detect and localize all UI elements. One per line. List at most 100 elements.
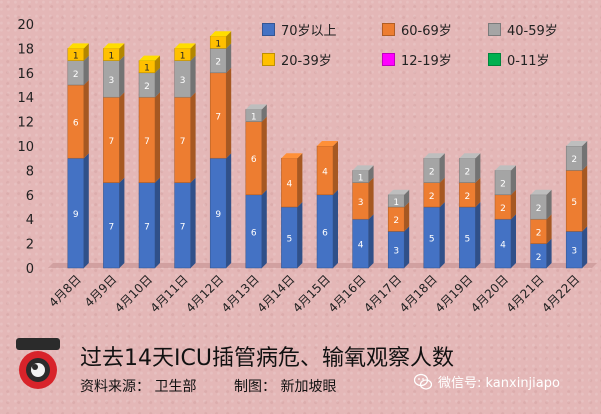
y-tick-label: 20 — [17, 18, 34, 33]
chart-credit-text: 制图： 新加坡眼 — [234, 379, 337, 395]
bar-segment-side — [119, 177, 125, 268]
x-tick-label: 4月13日 — [219, 272, 262, 315]
bar-segment-side — [119, 43, 125, 61]
data-label: 1 — [73, 52, 79, 62]
bar-top — [530, 189, 552, 195]
data-label: 1 — [215, 39, 221, 49]
bar-segment-side — [511, 165, 516, 195]
bar-segment-side — [297, 153, 303, 207]
data-label: 9 — [73, 210, 79, 220]
bar-segment-side — [226, 153, 232, 268]
data-label: 2 — [144, 82, 150, 92]
bar-segment-side — [119, 92, 125, 183]
data-label: 4 — [287, 180, 293, 190]
legend-item: 20-39岁 — [262, 50, 332, 69]
bar-top — [317, 141, 338, 146]
bar-segment-side — [475, 177, 481, 207]
legend-swatch — [262, 53, 275, 66]
x-tick-label: 4月8日 — [46, 272, 84, 310]
data-label: 3 — [180, 76, 186, 86]
bar-segment-side — [83, 43, 89, 61]
y-tick-label: 0 — [26, 262, 34, 277]
legend-swatch — [382, 53, 395, 66]
data-label: 2 — [500, 204, 506, 214]
data-label: 9 — [215, 210, 221, 220]
data-label: 3 — [358, 198, 364, 208]
data-label: 2 — [429, 167, 435, 177]
data-label: 5 — [287, 235, 293, 245]
data-label: 4 — [500, 241, 506, 251]
bar-top — [210, 31, 232, 37]
bar-segment-side — [83, 55, 89, 85]
legend-item: 60-69岁 — [382, 20, 452, 39]
data-label: 1 — [109, 52, 115, 62]
data-label: 7 — [144, 137, 150, 147]
bar-segment-side — [226, 31, 232, 49]
data-label: 6 — [322, 228, 328, 238]
bar-segment-side — [368, 165, 374, 183]
bar-segment-side — [226, 67, 232, 159]
x-tick-label: 4月18日 — [397, 272, 440, 315]
data-label: 2 — [500, 180, 506, 190]
data-label: 7 — [215, 113, 221, 123]
legend-item: 70岁以上 — [262, 20, 337, 39]
bar-segment-side — [155, 55, 160, 73]
bar-segment-side — [404, 189, 410, 207]
x-tick-label: 4月20日 — [468, 272, 511, 315]
data-label: 1 — [358, 174, 364, 184]
data-label: 7 — [109, 137, 115, 147]
bar-segment-side — [582, 226, 588, 268]
bar-segment-side — [404, 202, 410, 232]
y-tick-label: 16 — [17, 67, 34, 82]
data-label: 2 — [536, 228, 542, 238]
bar-segment-side — [404, 226, 410, 268]
bar-segment-side — [83, 153, 89, 268]
data-label: 6 — [251, 155, 257, 165]
bar-segment-side — [261, 189, 267, 268]
bar-segment-side — [261, 104, 267, 122]
y-tick-label: 18 — [17, 42, 34, 57]
y-tick-label: 10 — [17, 140, 34, 155]
bar-segment-side — [119, 55, 125, 98]
bar-segment-side — [368, 214, 374, 268]
bar-segment-side — [439, 177, 445, 207]
data-label: 3 — [393, 247, 399, 257]
bar-segment-side — [546, 238, 552, 268]
y-tick-label: 8 — [26, 164, 34, 179]
y-tick-label: 14 — [17, 91, 34, 106]
data-label: 7 — [109, 222, 115, 232]
bar-segment-side — [368, 177, 374, 220]
data-label: 2 — [536, 253, 542, 263]
y-tick-label: 6 — [26, 189, 34, 204]
data-label: 2 — [215, 58, 221, 68]
x-tick-label: 4月10日 — [112, 272, 155, 315]
data-label: 2 — [465, 167, 471, 177]
bar-segment-side — [190, 92, 196, 183]
legend-label: 20-39岁 — [281, 54, 332, 69]
bar-segment-side — [155, 67, 160, 98]
bar-segment-side — [190, 177, 196, 268]
bar-segment-side — [582, 165, 588, 232]
data-label: 3 — [109, 76, 115, 86]
bar-segment-side — [333, 141, 338, 195]
legend-label: 40-59岁 — [507, 24, 558, 39]
data-label: 4 — [358, 241, 364, 251]
data-label: 5 — [571, 198, 577, 208]
data-label: 2 — [571, 155, 577, 165]
bar-top — [139, 55, 160, 61]
bar-segment-side — [155, 92, 160, 183]
bar-segment-side — [190, 55, 196, 98]
bar-segment-side — [226, 43, 232, 73]
bar-segment-side — [439, 202, 445, 268]
y-tick-label: 12 — [17, 116, 34, 131]
data-source-text: 资料来源： 卫生部 — [80, 379, 197, 395]
data-label: 2 — [429, 192, 435, 202]
data-label: 2 — [393, 216, 399, 226]
legend-swatch — [382, 23, 395, 36]
bar-top — [103, 43, 125, 49]
bar-segment-side — [546, 214, 552, 244]
bar-top — [245, 104, 267, 110]
data-label: 7 — [144, 222, 150, 232]
x-tick-label: 4月21日 — [504, 272, 547, 315]
data-label: 2 — [465, 192, 471, 202]
